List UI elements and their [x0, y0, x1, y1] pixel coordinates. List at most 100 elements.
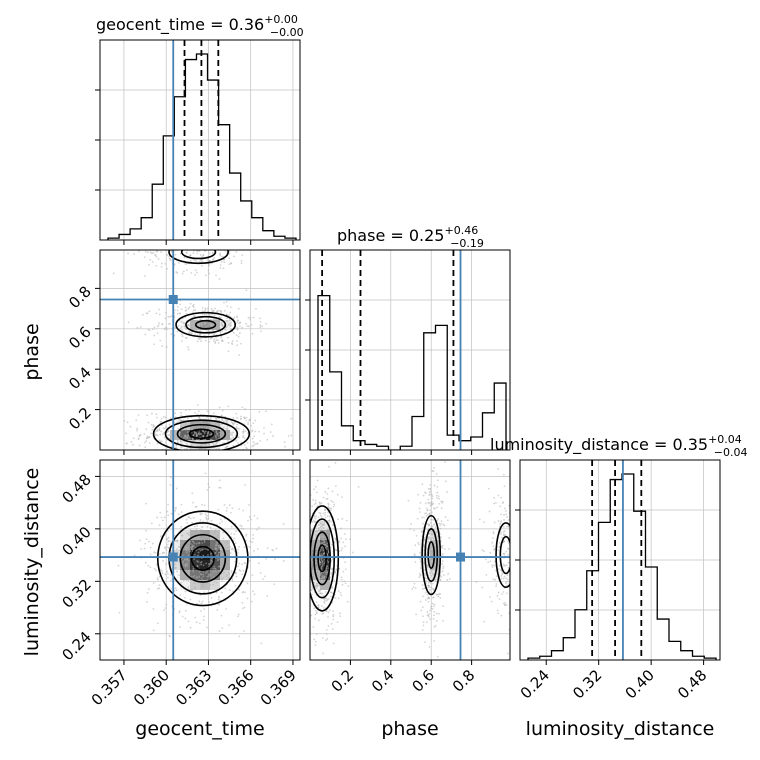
scatter-point — [499, 531, 502, 534]
scatter-point — [230, 511, 232, 514]
scatter-point — [313, 607, 316, 610]
scatter-point — [425, 580, 428, 583]
scatter-point — [317, 619, 320, 622]
scatter-point — [207, 323, 210, 325]
scatter-point — [206, 259, 209, 262]
scatter-point — [208, 333, 210, 335]
scatter-point — [186, 417, 189, 420]
scatter-point — [193, 574, 196, 577]
x-axis-label-luminosity-distance: luminosity_distance — [526, 718, 715, 740]
scatter-point — [174, 507, 177, 510]
scatter-point — [257, 562, 260, 565]
scatter-point — [198, 570, 201, 573]
scatter-point — [324, 543, 327, 546]
panel-frame — [309, 459, 511, 661]
scatter-point — [237, 335, 240, 338]
scatter-point — [163, 609, 165, 612]
scatter-point — [218, 278, 221, 280]
x-tick-label: 0.2 — [328, 666, 358, 696]
scatter-point — [200, 563, 203, 566]
scatter-point — [417, 541, 420, 544]
scatter-point — [244, 430, 247, 433]
x-tick-label: 0.40 — [622, 666, 658, 702]
scatter-point — [351, 551, 354, 554]
scatter-point — [189, 542, 192, 545]
scatter-point — [313, 516, 316, 518]
scatter-point — [178, 261, 180, 264]
scatter-point — [220, 414, 223, 417]
scatter-point — [228, 567, 231, 570]
scatter-point — [159, 511, 162, 514]
scatter-point — [201, 583, 204, 586]
x-tick-label: 0.363 — [172, 666, 215, 709]
contour-line — [188, 428, 215, 440]
contour-line — [168, 250, 229, 265]
scatter-point — [180, 308, 183, 311]
scatter-point — [430, 539, 433, 541]
scatter-point — [152, 629, 155, 632]
scatter-point — [507, 525, 510, 528]
scatter-point — [158, 427, 161, 430]
scatter-point — [440, 507, 443, 510]
scatter-point — [186, 562, 189, 565]
scatter-point — [214, 551, 217, 554]
scatter-point — [185, 442, 188, 445]
scatter-point — [207, 575, 210, 578]
scatter-point — [436, 655, 439, 658]
scatter-point — [146, 600, 148, 603]
scatter-point — [334, 538, 337, 541]
scatter-point — [236, 423, 238, 426]
scatter-point — [140, 548, 143, 550]
scatter-point — [218, 486, 220, 489]
scatter-point — [220, 311, 223, 313]
scatter-point — [208, 601, 211, 603]
scatter-point — [498, 564, 501, 567]
scatter-point — [183, 558, 186, 560]
scatter-point — [186, 522, 189, 524]
scatter-point — [204, 322, 207, 325]
scatter-point — [334, 461, 337, 464]
scatter-point — [188, 534, 190, 536]
scatter-point — [428, 558, 431, 561]
scatter-point — [138, 435, 141, 438]
scatter-point — [180, 503, 183, 506]
scatter-point — [320, 567, 323, 570]
title-luminosity-distance: luminosity_distance = 0.35+0.04 −0.04 — [490, 433, 748, 459]
scatter-point — [240, 415, 242, 418]
scatter-point — [437, 545, 440, 548]
scatter-point — [185, 262, 188, 265]
scatter-point — [432, 518, 434, 521]
scatter-point — [346, 600, 349, 603]
scatter-point — [311, 520, 314, 523]
scatter-point — [256, 528, 258, 531]
scatter-point — [247, 316, 250, 319]
scatter-point — [315, 530, 317, 533]
scatter-point — [322, 512, 325, 515]
density-cell — [190, 540, 200, 550]
scatter-point — [234, 542, 237, 545]
scatter-point — [320, 527, 323, 530]
histogram-step-phase — [317, 294, 507, 450]
y-axis-label-luminosity-distance: luminosity_distance — [21, 468, 43, 657]
scatter-point — [343, 580, 346, 583]
scatter-point — [259, 324, 262, 327]
scatter-point — [175, 548, 178, 551]
scatter-point — [275, 547, 278, 550]
scatter-point — [325, 582, 328, 585]
scatter-point — [495, 585, 498, 588]
scatter-point — [219, 518, 222, 521]
scatter-point — [422, 615, 424, 618]
scatter-point — [221, 417, 223, 420]
scatter-point — [290, 434, 293, 437]
scatter-point — [246, 582, 249, 585]
scatter-point — [446, 491, 448, 493]
scatter-point — [200, 610, 202, 612]
scatter-point — [244, 591, 246, 594]
scatter-point — [320, 559, 323, 561]
contour-line — [190, 545, 215, 571]
scatter-point — [187, 560, 190, 562]
scatter-point — [168, 634, 171, 637]
scatter-point — [325, 599, 328, 602]
scatter-point — [256, 442, 259, 445]
scatter-point — [227, 405, 230, 408]
